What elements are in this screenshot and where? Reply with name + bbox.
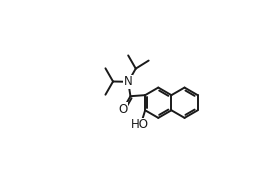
Text: O: O [118, 103, 128, 116]
Text: HO: HO [131, 118, 149, 132]
Text: N: N [124, 75, 133, 88]
